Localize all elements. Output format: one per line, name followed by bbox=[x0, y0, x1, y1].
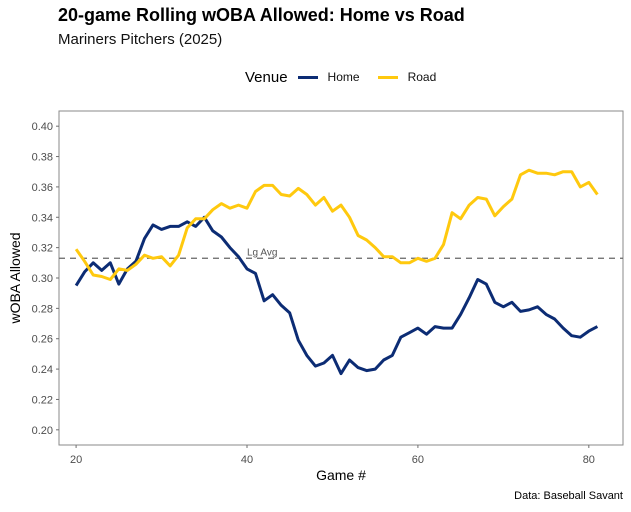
legend-key-home bbox=[297, 75, 318, 79]
y-tick-label: 0.20 bbox=[32, 425, 53, 437]
x-tick-label: 60 bbox=[412, 454, 424, 466]
legend: Venue Home Road bbox=[245, 67, 454, 87]
y-tick-label: 0.38 bbox=[32, 152, 53, 164]
series-group bbox=[74, 168, 599, 376]
y-tick-label: 0.26 bbox=[32, 334, 53, 346]
y-tick-label: 0.22 bbox=[32, 394, 53, 406]
x-tick-label: 20 bbox=[70, 454, 82, 466]
y-axis-title: wOBA Allowed bbox=[7, 232, 23, 324]
y-tick-label: 0.40 bbox=[32, 121, 53, 133]
legend-label-home: Home bbox=[327, 70, 360, 84]
panel-border bbox=[58, 110, 624, 446]
x-tick-label: 40 bbox=[241, 454, 253, 466]
chart-subtitle: Mariners Pitchers (2025) bbox=[58, 31, 223, 48]
y-tick-label: 0.36 bbox=[32, 182, 53, 194]
legend-title: Venue bbox=[245, 68, 288, 86]
series-line-home bbox=[74, 215, 599, 376]
x-axis-title: Game # bbox=[316, 467, 366, 483]
series-line-road bbox=[74, 168, 599, 281]
chart-title: 20-game Rolling wOBA Allowed: Home vs Ro… bbox=[58, 5, 465, 25]
axes: 0.20 0.22 0.24 0.26 0.28 0.30 0.32 0.34 0.36 0.38… bbox=[32, 121, 595, 466]
reference-line-label: Lg Avg bbox=[247, 247, 277, 258]
chart-caption: Data: Baseball Savant bbox=[514, 490, 623, 502]
y-tick-label: 0.24 bbox=[32, 364, 53, 376]
plot-panel bbox=[58, 110, 624, 446]
legend-key-road bbox=[377, 75, 398, 79]
x-tick-label: 80 bbox=[583, 454, 595, 466]
y-tick-label: 0.28 bbox=[32, 303, 53, 315]
y-tick-label: 0.30 bbox=[32, 273, 53, 285]
y-tick-label: 0.34 bbox=[32, 212, 53, 224]
legend-label-road: Road bbox=[407, 70, 437, 84]
y-tick-label: 0.32 bbox=[32, 243, 53, 255]
